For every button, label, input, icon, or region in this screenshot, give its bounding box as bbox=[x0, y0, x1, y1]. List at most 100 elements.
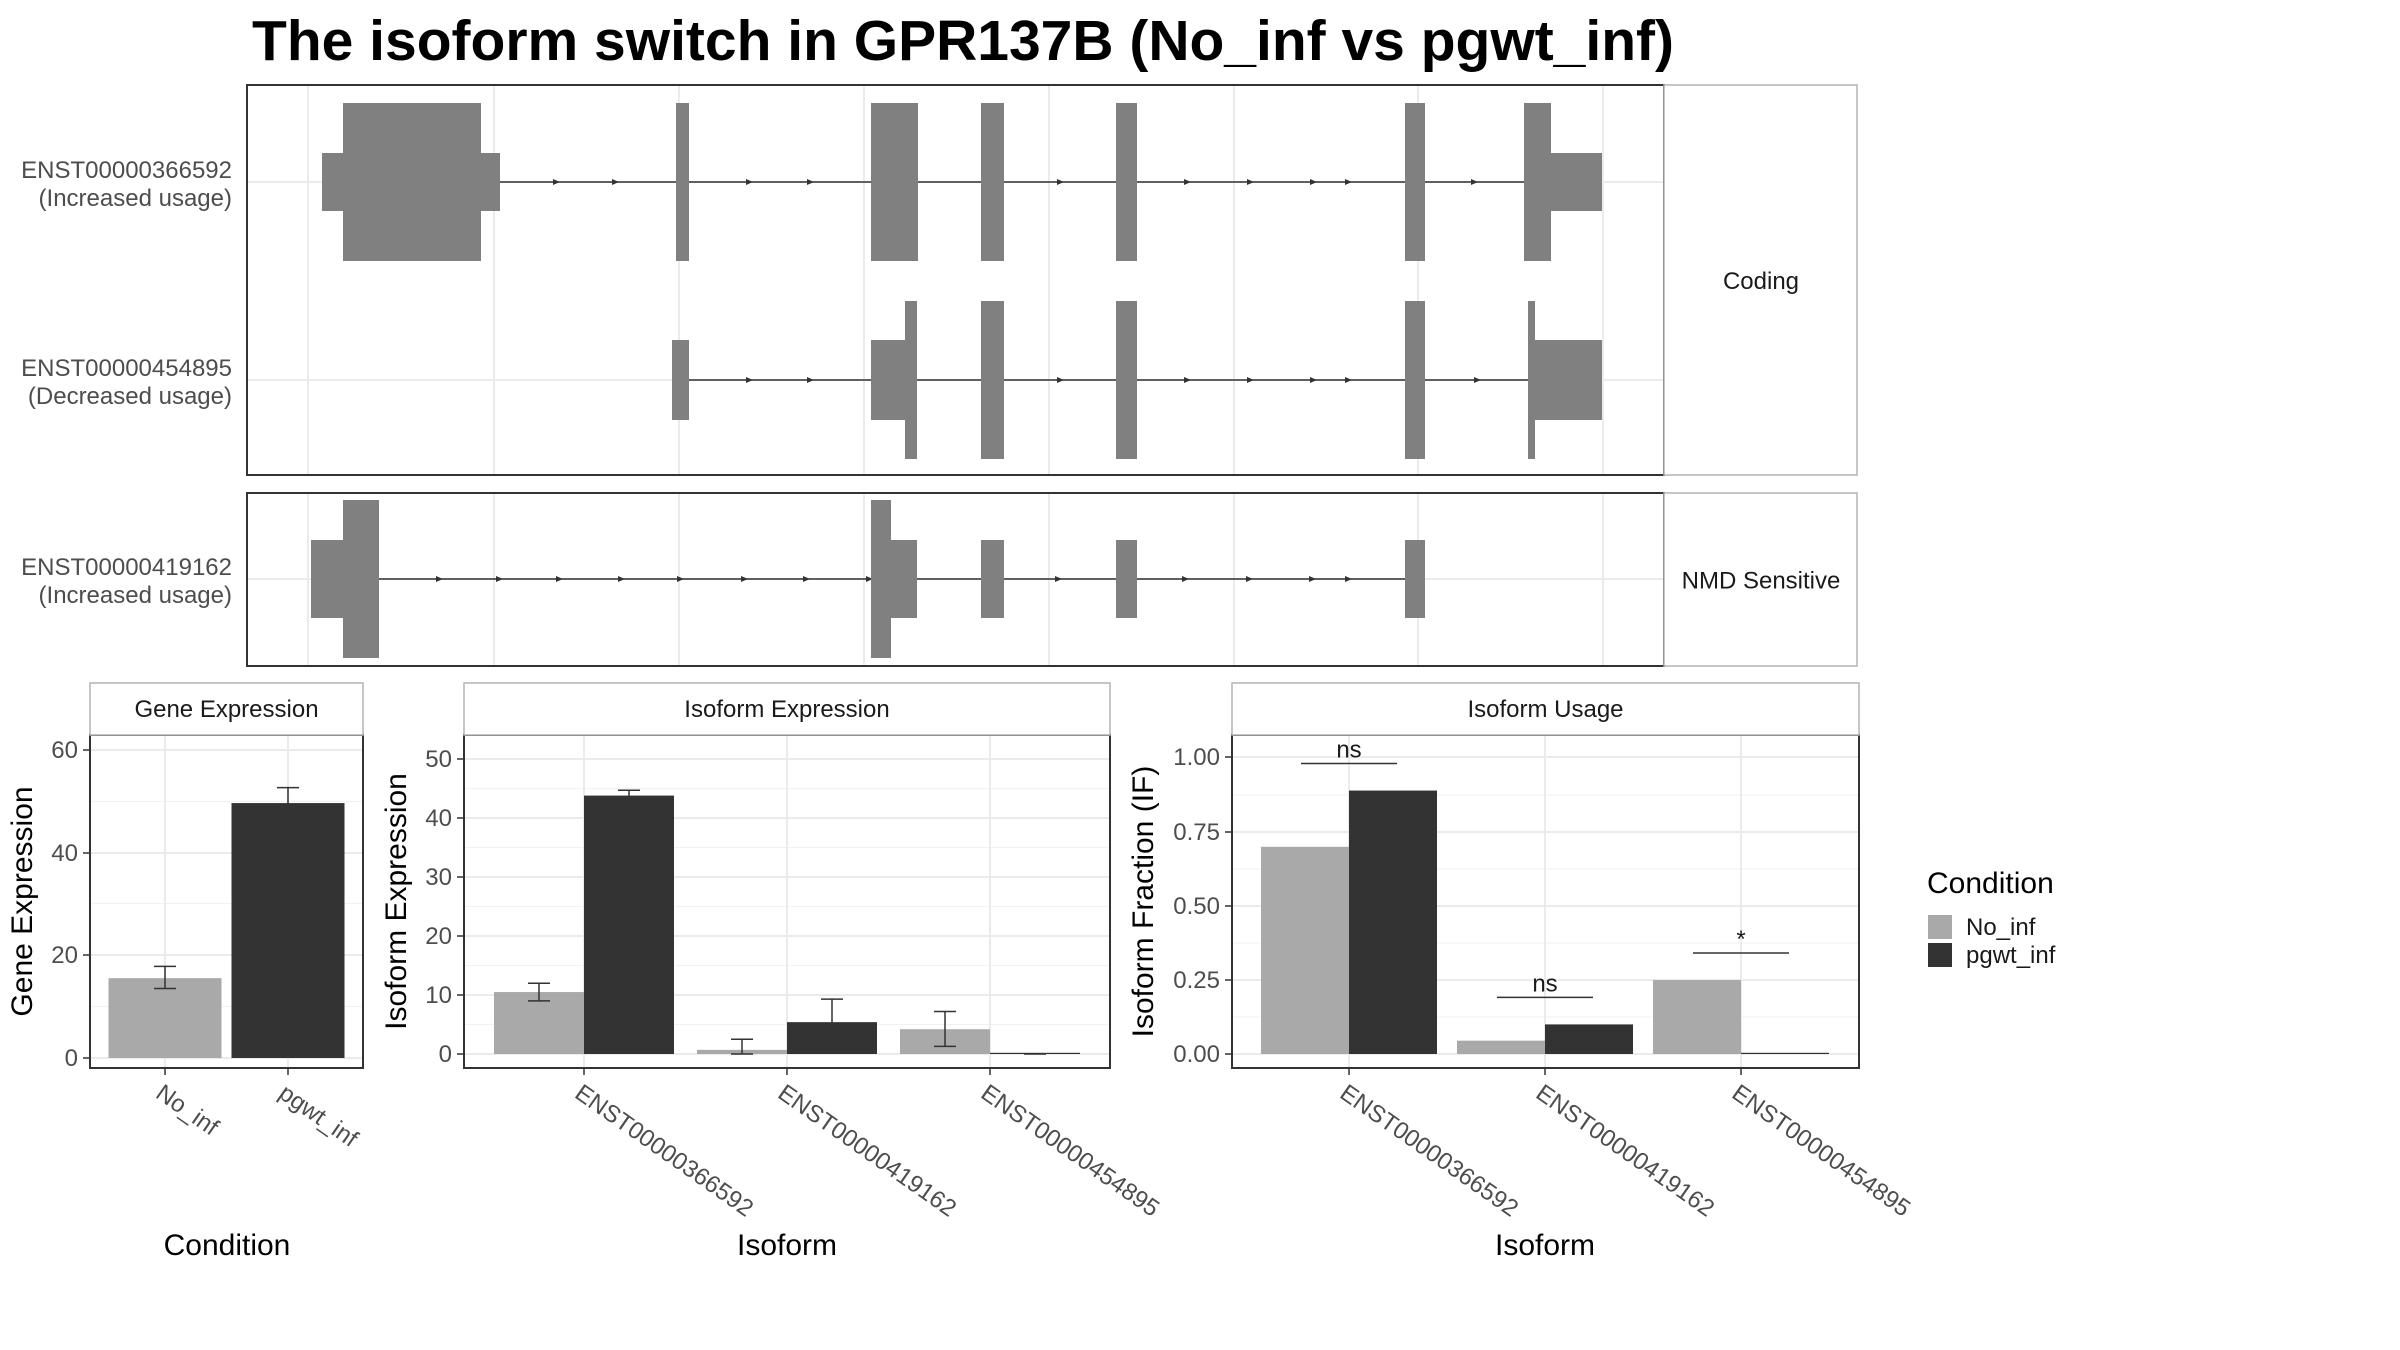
y-tick-label: 1.00 bbox=[1173, 744, 1220, 771]
y-tick-label: 60 bbox=[51, 737, 78, 764]
gene-structure-panel: ENST00000366592 (Increased usage)ENST0000… bbox=[21, 84, 1858, 476]
x-tick-label: ENST00000454895 bbox=[976, 1079, 1164, 1222]
intron-direction-arrow bbox=[1310, 377, 1317, 383]
exon bbox=[905, 301, 917, 459]
exon bbox=[1528, 301, 1535, 459]
bar bbox=[1261, 846, 1349, 1054]
strip bbox=[1231, 682, 1860, 736]
y-tick-label: 40 bbox=[51, 840, 78, 867]
exon bbox=[981, 301, 1004, 459]
intron-direction-arrow bbox=[866, 576, 873, 582]
isoform-label: ENST00000366592 (Increased usage) bbox=[21, 157, 232, 212]
exon bbox=[343, 103, 481, 261]
legend-label: pgwt_inf bbox=[1966, 942, 2056, 969]
exon bbox=[871, 103, 918, 261]
intron-direction-arrow bbox=[1474, 377, 1481, 383]
exon bbox=[1116, 540, 1137, 618]
intron-direction-arrow bbox=[807, 179, 814, 185]
y-tick-label: 0.75 bbox=[1173, 819, 1220, 846]
intron-direction-arrow bbox=[436, 576, 443, 582]
x-tick-label: ENST00000454895 bbox=[1727, 1079, 1915, 1222]
intron-direction-arrow bbox=[1310, 179, 1317, 185]
page-title: The isoform switch in GPR137B (No_inf vs… bbox=[252, 9, 1674, 73]
isoform-id-text: ENST00000366592 bbox=[21, 157, 232, 184]
x-tick-label: pgwt_inf bbox=[274, 1079, 363, 1153]
bar bbox=[1653, 980, 1741, 1054]
isoform-usage-text: (Increased usage) bbox=[39, 185, 232, 212]
significance-label: ns bbox=[1532, 970, 1557, 997]
y-tick-label: 30 bbox=[425, 864, 452, 891]
intron-direction-arrow bbox=[1345, 576, 1352, 582]
isoform-usage-text: (Decreased usage) bbox=[28, 383, 232, 410]
bar bbox=[1349, 790, 1437, 1054]
x-tick-label: ENST00000366592 bbox=[570, 1079, 758, 1222]
bar bbox=[1545, 1024, 1633, 1054]
isoform-id-text: ENST00000454895 bbox=[21, 355, 232, 382]
y-axis-title: Gene Expression bbox=[6, 786, 39, 1016]
intron-direction-arrow bbox=[1057, 377, 1064, 383]
exon bbox=[891, 540, 917, 618]
x-axis-title: Isoform bbox=[737, 1229, 837, 1262]
intron-direction-arrow bbox=[746, 179, 753, 185]
y-tick-label: 50 bbox=[425, 746, 452, 773]
exon bbox=[1405, 301, 1425, 459]
panel-background bbox=[247, 85, 1664, 475]
intron-direction-arrow bbox=[803, 576, 810, 582]
intron-direction-arrow bbox=[556, 576, 563, 582]
strip bbox=[1663, 492, 1858, 667]
y-tick-label: 40 bbox=[425, 805, 452, 832]
intron-direction-arrow bbox=[1471, 179, 1478, 185]
isoform-label: ENST00000419162 (Increased usage) bbox=[21, 554, 232, 609]
exon bbox=[1533, 340, 1602, 420]
exon bbox=[871, 340, 908, 420]
y-tick-label: 10 bbox=[425, 982, 452, 1009]
strip-title: Gene Expression bbox=[134, 696, 318, 723]
significance-label: * bbox=[1736, 926, 1745, 953]
x-axis-title: Isoform bbox=[1495, 1229, 1595, 1262]
bar bbox=[1457, 1040, 1545, 1054]
exon bbox=[1549, 153, 1602, 211]
intron-direction-arrow bbox=[1247, 179, 1254, 185]
legend-swatch bbox=[1928, 943, 1952, 967]
y-axis-title: Isoform Fraction (IF) bbox=[1127, 766, 1160, 1038]
exon bbox=[981, 540, 1004, 618]
intron-direction-arrow bbox=[677, 576, 684, 582]
bar-chart-panel: Isoform Expression 0 10 20 30 40 50 ENST0000036… bbox=[380, 682, 1164, 1262]
isoform-id-text: ENST00000419162 bbox=[21, 554, 232, 581]
y-tick-label: 20 bbox=[51, 942, 78, 969]
significance-label: ns bbox=[1336, 737, 1361, 764]
exon bbox=[672, 340, 689, 420]
intron-direction-arrow bbox=[1055, 576, 1062, 582]
intron-direction-arrow bbox=[1247, 377, 1254, 383]
exon bbox=[1116, 103, 1137, 261]
exon bbox=[1524, 103, 1551, 261]
intron-direction-arrow bbox=[1182, 576, 1189, 582]
y-tick-label: 0.00 bbox=[1173, 1041, 1220, 1068]
y-tick-label: 0.25 bbox=[1173, 967, 1220, 994]
x-tick-label: No_inf bbox=[151, 1079, 224, 1141]
legend-label: No_inf bbox=[1966, 914, 2036, 941]
strip bbox=[1663, 84, 1858, 476]
intron-direction-arrow bbox=[496, 576, 503, 582]
strip-title: Isoform Expression bbox=[684, 696, 889, 723]
intron-direction-arrow bbox=[553, 179, 560, 185]
intron-direction-arrow bbox=[741, 576, 748, 582]
intron-direction-arrow bbox=[1246, 576, 1253, 582]
legend-title: Condition bbox=[1927, 867, 2054, 900]
strip bbox=[463, 682, 1111, 736]
y-tick-label: 0.50 bbox=[1173, 893, 1220, 920]
strip bbox=[89, 682, 364, 736]
intron-direction-arrow bbox=[1057, 179, 1064, 185]
isoform-usage-text: (Increased usage) bbox=[39, 582, 232, 609]
strip-label: NMD Sensitive bbox=[1682, 568, 1841, 595]
intron-direction-arrow bbox=[807, 377, 814, 383]
bar-chart-panel: Gene Expression 0 20 40 60 No_inf pgwt_inf Cond… bbox=[6, 682, 364, 1262]
exon bbox=[311, 540, 343, 618]
exon bbox=[343, 500, 379, 658]
intron-direction-arrow bbox=[1184, 179, 1191, 185]
intron-direction-arrow bbox=[746, 377, 753, 383]
bar bbox=[1741, 1052, 1829, 1054]
y-tick-label: 0 bbox=[439, 1041, 452, 1068]
exon bbox=[871, 500, 891, 658]
